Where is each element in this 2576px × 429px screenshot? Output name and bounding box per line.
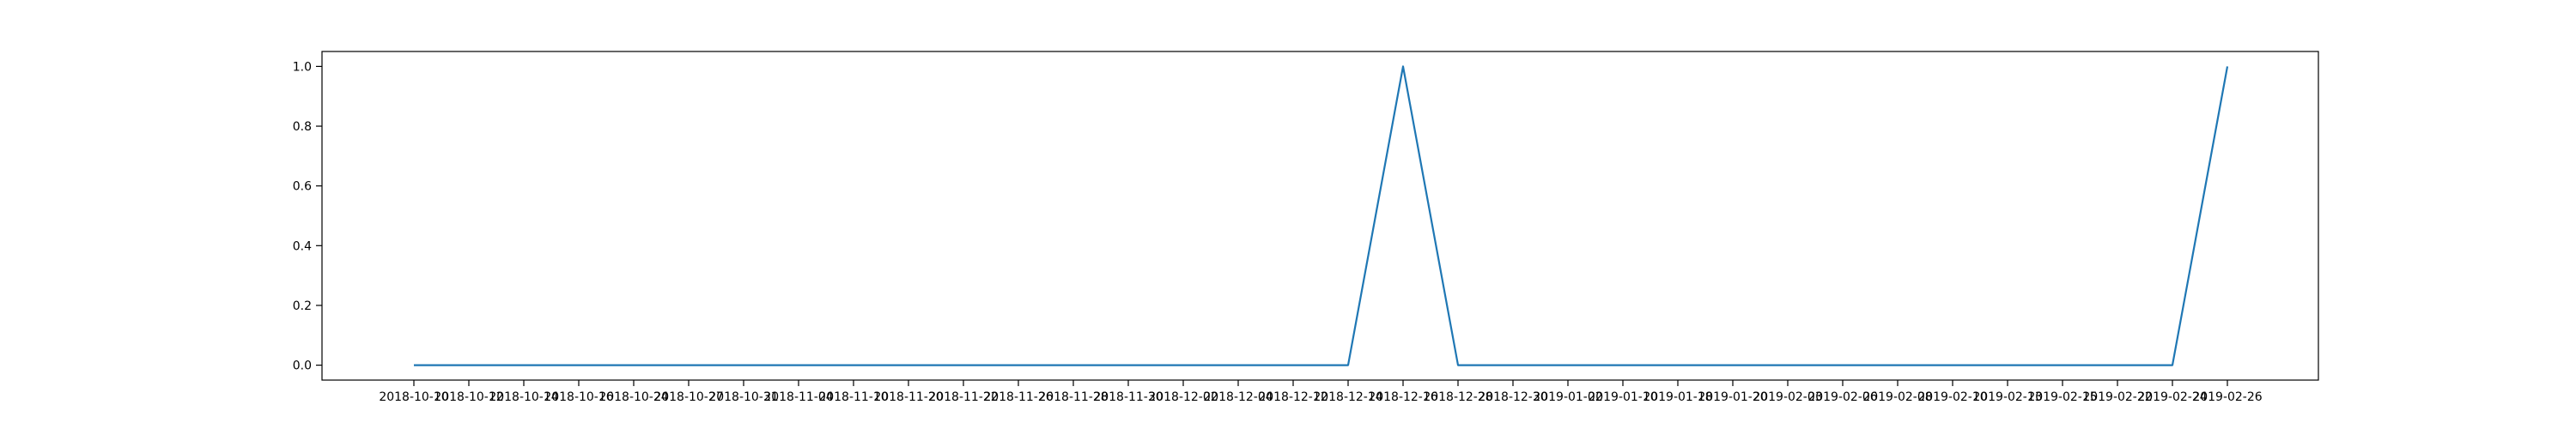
x-tick-label: 2018-12-30 — [1478, 390, 1547, 404]
x-tick-label: 2018-11-22 — [928, 390, 998, 404]
x-tick-label: 2019-01-20 — [1698, 390, 1767, 404]
x-tick-label: 2019-02-03 — [1753, 390, 1822, 404]
x-tick-label: 2018-12-16 — [1368, 390, 1437, 404]
x-tick-label: 2019-02-22 — [2082, 390, 2152, 404]
x-tick-label: 2019-02-15 — [2027, 390, 2097, 404]
x-tick-label: 2018-11-30 — [1093, 390, 1163, 404]
x-tick-label: 2018-11-28 — [1038, 390, 1108, 404]
y-tick-label: 0.8 — [293, 120, 312, 134]
x-tick-label: 2018-10-12 — [434, 390, 503, 404]
x-tick-label: 2019-01-10 — [1588, 390, 1657, 404]
x-tick-label: 2018-10-16 — [544, 390, 613, 404]
x-tick-label: 2019-02-06 — [1807, 390, 1877, 404]
x-tick-label: 2018-12-28 — [1423, 390, 1492, 404]
y-tick-label: 1.0 — [293, 60, 312, 74]
axes-frame — [321, 51, 2319, 381]
x-tick-label: 2018-10-14 — [489, 390, 558, 404]
y-tick-label: 0.0 — [293, 360, 312, 373]
x-tick-label: 2019-02-26 — [2192, 390, 2262, 404]
x-tick-label: 2019-02-13 — [1972, 390, 2042, 404]
x-tick-label: 2018-10-27 — [653, 390, 723, 404]
x-tick-label: 2018-11-20 — [873, 390, 943, 404]
x-tick-label: 2018-11-26 — [983, 390, 1053, 404]
x-tick-label: 2019-02-08 — [1862, 390, 1932, 404]
x-tick-label: 2018-10-24 — [598, 390, 668, 404]
x-tick-label: 2018-12-02 — [1148, 390, 1218, 404]
y-tick-label: 0.6 — [293, 180, 312, 194]
x-tick-label: 2018-10-31 — [708, 390, 778, 404]
x-tick-label: 2019-02-10 — [1917, 390, 1987, 404]
x-tick-label: 2018-12-14 — [1313, 390, 1382, 404]
x-tick-label: 2019-01-18 — [1643, 390, 1712, 404]
x-tick-label: 2019-02-24 — [2137, 390, 2207, 404]
y-tick-label: 0.4 — [293, 239, 312, 253]
series-line — [414, 65, 2229, 366]
x-tick-label: 2018-10-10 — [379, 390, 448, 404]
x-tick-label: 2018-11-04 — [763, 390, 833, 404]
x-tick-label: 2018-12-12 — [1258, 390, 1327, 404]
plot-area: 0.00.20.40.60.81.02018-10-102018-10-1220… — [293, 51, 2319, 404]
x-tick-label: 2018-11-10 — [818, 390, 888, 404]
x-tick-label: 2018-12-04 — [1203, 390, 1273, 404]
x-tick-label: 2019-01-02 — [1533, 390, 1602, 404]
y-tick-label: 0.2 — [293, 299, 312, 313]
